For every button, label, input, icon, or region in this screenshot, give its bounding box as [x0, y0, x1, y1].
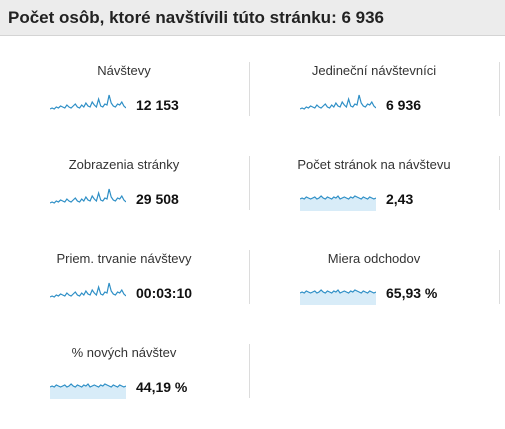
metric-pageviews[interactable]: Zobrazenia stránky 29 508 — [0, 130, 248, 224]
sparkline-area — [300, 290, 376, 305]
metric-value: 44,19 % — [136, 379, 188, 395]
sparkline-chart — [300, 94, 376, 110]
metric-label: Počet stránok na návštevu — [297, 157, 451, 172]
sparkline-line — [50, 94, 126, 110]
sparkline-line — [50, 383, 126, 388]
metric-label: Zobrazenia stránky — [68, 157, 180, 172]
metric-value: 12 153 — [136, 97, 179, 113]
column-divider — [249, 62, 250, 116]
column-divider — [499, 62, 500, 116]
sparkline-chart — [50, 383, 126, 399]
metric-bounce-rate[interactable]: Miera odchodov 65,93 % — [250, 224, 498, 318]
sparkline-line — [50, 188, 126, 204]
metric-label: Návštevy — [97, 63, 151, 78]
metric-label: Miera odchodov — [327, 251, 421, 266]
page-title: Počet osôb, ktoré navštívili túto stránk… — [8, 8, 384, 27]
metric-label: Priem. trvanie návštevy — [56, 251, 192, 266]
metric-value: 29 508 — [136, 191, 179, 207]
metric-value: 6 936 — [386, 97, 422, 113]
metric-value: 2,43 — [386, 191, 414, 207]
sparkline-chart — [50, 282, 126, 298]
sparkline-chart — [50, 188, 126, 204]
sparkline-chart — [300, 289, 376, 305]
sparkline-line — [50, 282, 126, 298]
column-divider — [249, 156, 250, 210]
metric-label: Jedineční návštevníci — [311, 63, 437, 78]
metric-label: % nových návštev — [71, 345, 177, 360]
sparkline-chart — [300, 195, 376, 211]
sparkline-area — [50, 384, 126, 399]
metric-visits[interactable]: Návštevy 12 153 — [0, 36, 248, 130]
metric-unique-visitors[interactable]: Jedineční návštevníci 6 936 — [250, 36, 498, 130]
column-divider — [499, 156, 500, 210]
metric-value: 00:03:10 — [136, 285, 193, 301]
metric-value: 65,93 % — [386, 285, 438, 301]
sparkline-area — [300, 196, 376, 211]
column-divider — [499, 250, 500, 304]
metrics-grid: Návštevy 12 153 Jedineční návštevníci 6 … — [0, 36, 505, 429]
sparkline-line — [300, 195, 376, 200]
sparkline-line — [300, 94, 376, 110]
sparkline-chart — [50, 94, 126, 110]
metric-pages-per-visit[interactable]: Počet stránok na návštevu 2,43 — [250, 130, 498, 224]
column-divider — [249, 250, 250, 304]
report-header: Počet osôb, ktoré navštívili túto stránk… — [0, 0, 505, 36]
column-divider — [249, 344, 250, 398]
metric-new-visits-percent[interactable]: % nových návštev 44,19 % — [0, 318, 248, 412]
metric-avg-visit-duration[interactable]: Priem. trvanie návštevy 00:03:10 — [0, 224, 248, 318]
sparkline-line — [300, 289, 376, 294]
